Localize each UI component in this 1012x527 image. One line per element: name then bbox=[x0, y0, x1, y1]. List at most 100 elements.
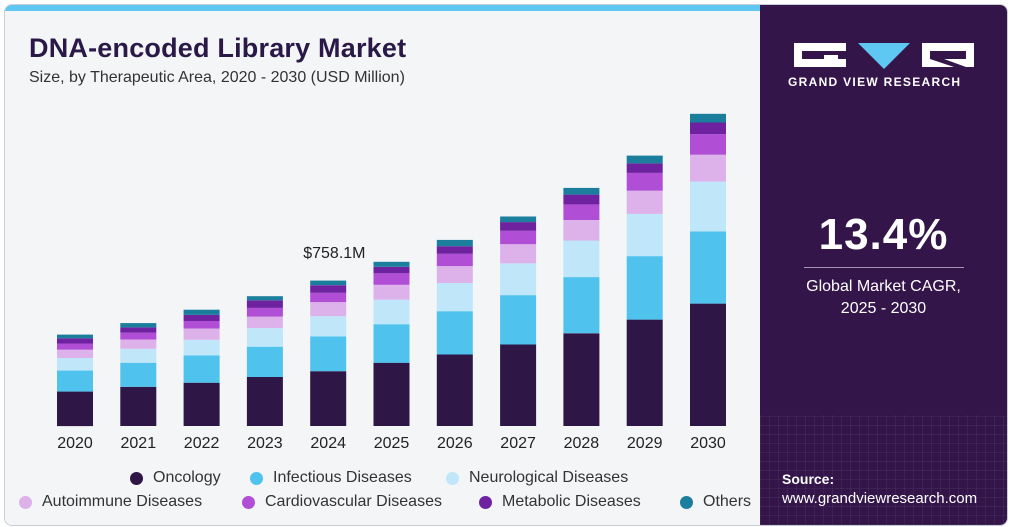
legend-label: Metabolic Diseases bbox=[502, 493, 641, 510]
bar-segment-2023-cardiovascular-diseases bbox=[246, 307, 283, 317]
bar-segment-2021-infectious-diseases bbox=[120, 362, 157, 387]
data-label-annotation: $758.1M bbox=[303, 245, 365, 262]
cagr-label-line-1: Global Market CAGR, bbox=[806, 278, 961, 295]
bar-segment-2024-cardiovascular-diseases bbox=[310, 292, 347, 303]
bar-segment-2029-autoimmune-diseases bbox=[626, 190, 663, 214]
bar-segment-2026-metabolic-diseases bbox=[436, 246, 473, 254]
bar-segment-2022-cardiovascular-diseases bbox=[183, 320, 220, 329]
bar-segment-2020-autoimmune-diseases bbox=[57, 349, 93, 358]
x-tick-label: 2030 bbox=[690, 435, 726, 452]
bar-segment-2026-neurological-diseases bbox=[436, 283, 473, 312]
chart-legend: Oncology Infectious Diseases Neurological … bbox=[5, 461, 760, 525]
bar-segment-2022-infectious-diseases bbox=[183, 355, 220, 383]
x-tick-label: 2021 bbox=[121, 435, 157, 452]
legend-label: Others bbox=[703, 493, 752, 510]
bar-segment-2028-autoimmune-diseases bbox=[563, 220, 600, 241]
bar-segment-2028-oncology bbox=[563, 333, 600, 426]
legend-label: Neurological Diseases bbox=[469, 469, 629, 486]
bar-segment-2027-infectious-diseases bbox=[500, 295, 537, 345]
sidebar-texture bbox=[760, 415, 1007, 525]
bar-segment-2025-metabolic-diseases bbox=[373, 266, 410, 274]
bar-segment-2030-autoimmune-diseases bbox=[690, 154, 726, 182]
bar-segment-2030-cardiovascular-diseases bbox=[690, 134, 726, 155]
bar-segment-2028-infectious-diseases bbox=[563, 277, 600, 334]
bar-segment-2024-autoimmune-diseases bbox=[310, 302, 347, 317]
cagr-label: Global Market CAGR, 2025 - 2030 bbox=[760, 276, 1007, 320]
legend-swatch bbox=[479, 495, 492, 509]
bar-segment-2028-others bbox=[563, 187, 600, 195]
bar-segment-2029-metabolic-diseases bbox=[626, 163, 663, 173]
x-tick-label: 2020 bbox=[57, 435, 93, 452]
bar-segment-2023-oncology bbox=[246, 377, 283, 426]
legend-swatch bbox=[242, 495, 255, 509]
legend-item-oncology: Oncology bbox=[130, 469, 221, 487]
cagr-label-line-2: 2025 - 2030 bbox=[840, 300, 927, 317]
legend-item-cardiovascular-diseases: Cardiovascular Diseases bbox=[242, 493, 442, 511]
legend-item-others: Others bbox=[680, 493, 751, 511]
bar-segment-2024-oncology bbox=[310, 371, 347, 426]
bar-segment-2021-neurological-diseases bbox=[120, 348, 157, 363]
bar-segment-2025-neurological-diseases bbox=[373, 299, 410, 325]
legend-item-neurological-diseases: Neurological Diseases bbox=[446, 469, 628, 487]
source-link[interactable]: www.grandviewresearch.com bbox=[782, 490, 978, 507]
bar-segment-2026-others bbox=[436, 239, 473, 247]
bar-segment-2030-oncology bbox=[690, 303, 726, 426]
chart-panel: DNA-encoded Library Market Size, by Ther… bbox=[5, 5, 760, 525]
bar-segment-2026-oncology bbox=[436, 354, 473, 426]
bar-segment-2022-neurological-diseases bbox=[183, 339, 220, 356]
x-tick-label: 2027 bbox=[500, 435, 536, 452]
bar-segment-2030-metabolic-diseases bbox=[690, 122, 726, 135]
brand-sidebar: GRAND VIEW RESEARCH 13.4% Global Market … bbox=[760, 5, 1007, 525]
bar-segment-2020-infectious-diseases bbox=[57, 370, 93, 392]
bar-segment-2022-autoimmune-diseases bbox=[183, 328, 220, 340]
chart-title: DNA-encoded Library Market bbox=[29, 33, 407, 63]
bar-segment-2025-infectious-diseases bbox=[373, 324, 410, 363]
legend-swatch bbox=[130, 471, 143, 485]
bar-segment-2026-infectious-diseases bbox=[436, 311, 473, 355]
bar-segment-2029-oncology bbox=[626, 319, 663, 426]
source-label: Source: bbox=[782, 471, 835, 487]
bar-segment-2023-metabolic-diseases bbox=[246, 300, 283, 308]
legend-item-autoimmune-diseases: Autoimmune Diseases bbox=[19, 493, 202, 511]
bar-segment-2020-oncology bbox=[57, 391, 93, 427]
bar-segment-2027-oncology bbox=[500, 344, 537, 426]
bar-segment-2028-cardiovascular-diseases bbox=[563, 204, 600, 221]
bar-segment-2024-neurological-diseases bbox=[310, 316, 347, 337]
bar-segment-2020-metabolic-diseases bbox=[57, 338, 93, 344]
bar-segment-2021-cardiovascular-diseases bbox=[120, 332, 157, 340]
bar-segment-2024-others bbox=[310, 280, 347, 286]
chart-subtitle: Size, by Therapeutic Area, 2020 - 2030 (… bbox=[29, 69, 405, 86]
bar-segment-2024-infectious-diseases bbox=[310, 336, 347, 372]
bar-segment-2023-autoimmune-diseases bbox=[246, 316, 283, 329]
bar-segment-2023-infectious-diseases bbox=[246, 346, 283, 377]
stacked-bar-chart: 2020 2021 2022 2023 2024 2025 $758.1M 2026 2027 2… bbox=[57, 113, 726, 452]
bar-segment-2026-cardiovascular-diseases bbox=[436, 253, 473, 267]
legend-label: Infectious Diseases bbox=[273, 469, 412, 486]
bar-segment-2022-others bbox=[183, 309, 220, 315]
bar-segment-2028-neurological-diseases bbox=[563, 240, 600, 278]
bar-segment-2030-neurological-diseases bbox=[690, 181, 726, 232]
bar-segment-2025-autoimmune-diseases bbox=[373, 284, 410, 300]
bar-segment-2021-metabolic-diseases bbox=[120, 327, 157, 333]
legend-item-metabolic-diseases: Metabolic Diseases bbox=[479, 493, 641, 511]
bar-segment-2023-neurological-diseases bbox=[246, 328, 283, 347]
x-tick-label: 2023 bbox=[247, 435, 283, 452]
bar-segment-2026-autoimmune-diseases bbox=[436, 266, 473, 283]
cagr-divider bbox=[804, 267, 964, 268]
bar-segment-2028-metabolic-diseases bbox=[563, 194, 600, 205]
bar-segment-2021-oncology bbox=[120, 386, 157, 426]
bar-segment-2020-neurological-diseases bbox=[57, 358, 93, 371]
bar-segment-2025-others bbox=[373, 261, 410, 267]
legend-swatch bbox=[19, 495, 32, 509]
bar-segment-2027-neurological-diseases bbox=[500, 263, 537, 296]
bar-segment-2027-cardiovascular-diseases bbox=[500, 230, 537, 245]
bar-segment-2030-infectious-diseases bbox=[690, 231, 726, 304]
x-tick-label: 2022 bbox=[184, 435, 220, 452]
legend-swatch bbox=[250, 471, 263, 485]
bar-segment-2030-others bbox=[690, 113, 726, 123]
bar-segment-2020-cardiovascular-diseases bbox=[57, 343, 93, 350]
x-tick-label: 2026 bbox=[437, 435, 473, 452]
bar-segment-2024-metabolic-diseases bbox=[310, 285, 347, 293]
legend-label: Cardiovascular Diseases bbox=[265, 493, 442, 510]
legend-swatch bbox=[446, 471, 459, 485]
